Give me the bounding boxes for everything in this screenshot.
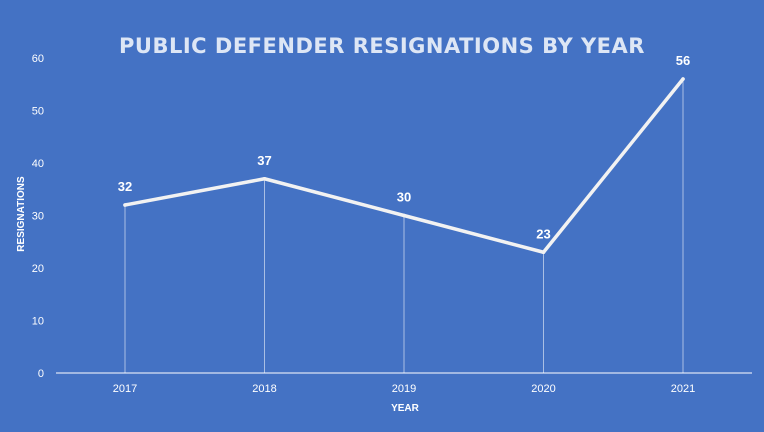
y-tick-label: 10 (32, 316, 44, 328)
data-label: 37 (257, 153, 271, 168)
series-resignations (123, 77, 685, 254)
data-label: 32 (118, 179, 132, 194)
data-label: 30 (397, 190, 411, 205)
x-tick-label: 2018 (252, 383, 276, 395)
x-tick-label: 2021 (671, 383, 695, 395)
data-point (541, 250, 546, 254)
chart-title: PUBLIC DEFENDER RESIGNATIONS BY YEAR (119, 34, 645, 58)
data-labels: 32 37 30 23 56 (118, 53, 690, 241)
x-tick-label: 2019 (392, 383, 416, 395)
y-axis-title: RESIGNATIONS (16, 176, 27, 252)
x-tick-label: 2020 (531, 383, 555, 395)
x-tick-label: 2017 (113, 383, 137, 395)
y-tick-label: 0 (38, 368, 44, 380)
x-axis-title: YEAR (391, 403, 420, 414)
data-point (262, 177, 267, 181)
data-point (402, 213, 406, 218)
data-point (123, 203, 127, 207)
y-tick-label: 60 (32, 53, 44, 65)
y-tick-label: 20 (32, 263, 44, 275)
drop-lines (124, 79, 684, 373)
data-label: 23 (536, 226, 550, 241)
x-axis-ticks: 2017 2018 2019 2020 2021 (113, 383, 695, 395)
y-axis-ticks: 0 10 20 30 40 50 60 (32, 53, 44, 380)
data-point (681, 77, 685, 81)
y-tick-label: 40 (32, 158, 44, 170)
y-tick-label: 30 (32, 211, 44, 223)
data-label: 56 (676, 53, 690, 68)
y-tick-label: 50 (32, 106, 44, 118)
